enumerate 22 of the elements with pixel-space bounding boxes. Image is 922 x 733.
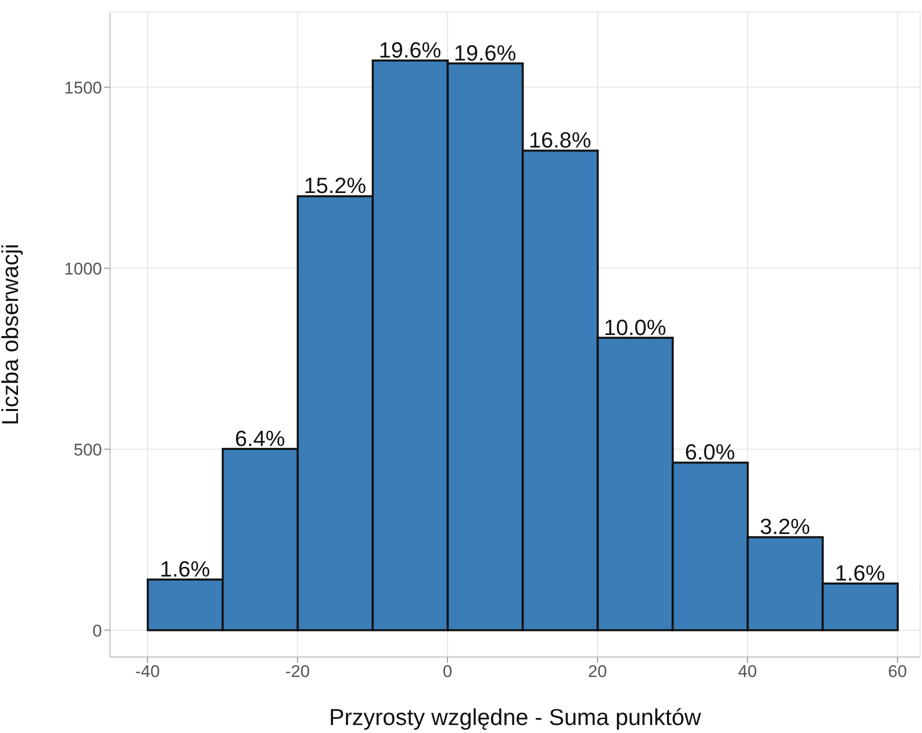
annotation: 15.2% <box>304 173 366 198</box>
y-tick-label: 1500 <box>64 78 102 98</box>
x-tick-label: 20 <box>588 662 607 682</box>
annotation: 6.0% <box>684 440 736 465</box>
y-tick-label: 0 <box>92 621 102 640</box>
x-tick-label: 60 <box>888 662 907 682</box>
annotation: 16.8% <box>528 128 592 153</box>
annotation: 19.6% <box>454 40 516 66</box>
x-tick-label: 0 <box>442 662 452 682</box>
annotation: 19.6% <box>378 38 442 62</box>
annotation: 3.2% <box>760 514 810 540</box>
y-tick-label: 1000 <box>64 259 102 278</box>
annotation: 10.0% <box>604 314 666 340</box>
x-tick-label: -40 <box>135 662 160 682</box>
annotation: 1.6% <box>160 556 210 582</box>
x-tick-label: -20 <box>285 662 310 682</box>
annotation: 6.4% <box>234 426 286 451</box>
x-tick-label: 40 <box>738 662 757 682</box>
annotation: 1.6% <box>834 560 886 586</box>
x-axis-title: Przyrosty względne - Suma punktów <box>329 704 702 730</box>
y-tick-label: 500 <box>74 440 102 460</box>
y-axis-title: Liczba obserwacji <box>0 244 24 426</box>
